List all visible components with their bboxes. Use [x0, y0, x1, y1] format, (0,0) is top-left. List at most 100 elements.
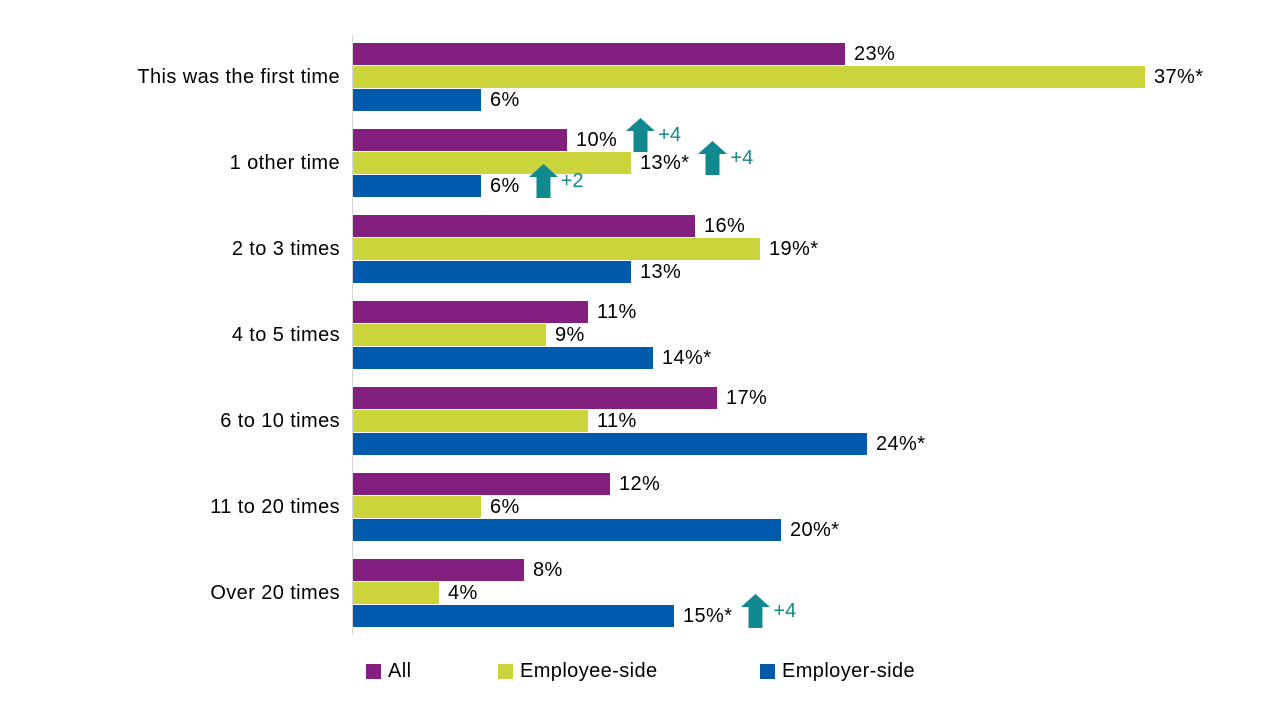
bar-employer-side [353, 89, 481, 111]
change-annotation: +4 [698, 141, 753, 175]
legend-swatch-employer-side [760, 664, 775, 679]
category-label: Over 20 times [210, 581, 340, 604]
category-bars: 11% 9% 14%* [353, 301, 711, 369]
value-label: 6% [490, 88, 520, 111]
value-label: 11% [597, 409, 637, 432]
bar-employee-side [353, 152, 631, 174]
category-group-11-to-20-times: 11 to 20 times 12% 6% 20%* [0, 473, 1203, 541]
value-label: 10% [576, 128, 618, 151]
bar-employee-side [353, 496, 481, 518]
bar-all [353, 301, 588, 323]
category-bars: 8% 4% 15%* +4 [353, 559, 796, 628]
category-group-4-to-5-times: 4 to 5 times 11% 9% 14%* [0, 301, 1203, 369]
category-group-2-to-3-times: 2 to 3 times 16% 19%* 13% [0, 215, 1203, 283]
value-label: 19%* [769, 237, 819, 260]
category-label: 2 to 3 times [231, 237, 340, 260]
bar-employee-side [353, 66, 1145, 88]
bar-all [353, 43, 845, 65]
bar-row-employer-side: 6% [353, 89, 1203, 111]
category-bars: 17% 11% 24%* [353, 387, 925, 455]
value-label: 9% [555, 323, 585, 346]
bar-all [353, 559, 524, 581]
delta-label: +4 [730, 146, 754, 169]
category-group-this-was-the-first-time: This was the first time 23% 37%* 6% [0, 43, 1203, 111]
bar-row-all: 17% [353, 387, 925, 409]
bar-row-employee-side: 9% [353, 324, 711, 346]
legend: All Employee-side Employer-side [0, 660, 1280, 690]
bar-employer-side [353, 605, 674, 627]
y-axis-line [352, 35, 353, 635]
up-arrow-icon [626, 118, 656, 152]
bar-employer-side [353, 175, 481, 197]
bar-row-employer-side: 13% [353, 261, 818, 283]
category-bars: 23% 37%* 6% [353, 43, 1203, 111]
delta-label: +4 [773, 599, 797, 622]
category-group-6-to-10-times: 6 to 10 times 17% 11% 24%* [0, 387, 1203, 455]
bar-employee-side [353, 238, 760, 260]
bar-employer-side [353, 347, 653, 369]
bar-row-all: 23% [353, 43, 1203, 65]
bar-row-all: 11% [353, 301, 711, 323]
category-label: 6 to 10 times [220, 409, 340, 432]
bar-row-all: 16% [353, 215, 818, 237]
value-label: 16% [704, 214, 746, 237]
bar-all [353, 387, 717, 409]
category-label: 1 other time [229, 151, 340, 174]
legend-item-employee-side: Employee-side [498, 660, 658, 683]
bar-row-employer-side: 14%* [353, 347, 711, 369]
bar-row-all: 10% +4 [353, 118, 753, 152]
bar-employee-side [353, 410, 588, 432]
value-label: 13%* [640, 151, 690, 174]
category-label: 11 to 20 times [210, 495, 340, 518]
bar-all [353, 215, 695, 237]
up-arrow-icon [698, 141, 728, 175]
change-annotation: +4 [741, 594, 796, 628]
bar-row-employee-side: 37%* [353, 66, 1203, 88]
bar-row-employee-side: 11% [353, 410, 925, 432]
legend-swatch-all [366, 664, 381, 679]
bar-row-all: 12% [353, 473, 839, 495]
value-label: 14%* [662, 346, 712, 369]
bar-row-all: 8% [353, 559, 796, 581]
bar-row-employer-side: 15%* +4 [353, 594, 796, 628]
bar-row-employer-side: 20%* [353, 519, 839, 541]
value-label: 12% [619, 472, 661, 495]
category-bars: 12% 6% 20%* [353, 473, 839, 541]
value-label: 8% [533, 558, 563, 581]
category-label: This was the first time [137, 65, 340, 88]
legend-item-all: All [366, 660, 411, 683]
category-group-over-20-times: Over 20 times 8% 4% 15%* +4 [0, 559, 1203, 628]
category-bars: 10% +4 13%* +4 6% +2 [353, 118, 753, 198]
legend-label-employer-side: Employer-side [782, 660, 916, 682]
up-arrow-icon [528, 164, 558, 198]
value-label: 6% [490, 174, 520, 197]
value-label: 4% [448, 581, 478, 604]
up-arrow-icon [741, 594, 771, 628]
bar-employer-side [353, 433, 867, 455]
change-annotation: +4 [626, 118, 681, 152]
category-group-1-other-time: 1 other time 10% +4 13%* +4 6% +2 [0, 118, 1203, 198]
value-label: 24%* [876, 432, 926, 455]
bar-employer-side [353, 261, 631, 283]
legend-label-employee-side: Employee-side [520, 660, 658, 682]
value-label: 11% [597, 300, 637, 323]
bar-all [353, 129, 567, 151]
bar-employee-side [353, 324, 546, 346]
bar-row-employee-side: 19%* [353, 238, 818, 260]
bar-employee-side [353, 582, 439, 604]
delta-label: +2 [560, 169, 584, 192]
change-annotation: +2 [528, 164, 584, 198]
value-label: 17% [726, 386, 768, 409]
bar-all [353, 473, 610, 495]
category-label: 4 to 5 times [231, 323, 340, 346]
bar-row-employee-side: 6% [353, 496, 839, 518]
bar-row-employee-side: 4% [353, 582, 796, 604]
value-label: 20%* [790, 518, 840, 541]
plot-area: This was the first time 23% 37%* 6% 1 other … [0, 43, 1203, 645]
legend-swatch-employee-side [498, 664, 513, 679]
value-label: 37%* [1154, 65, 1204, 88]
delta-label: +4 [658, 123, 682, 146]
bar-row-employee-side: 13%* +4 [353, 141, 753, 175]
value-label: 6% [490, 495, 520, 518]
